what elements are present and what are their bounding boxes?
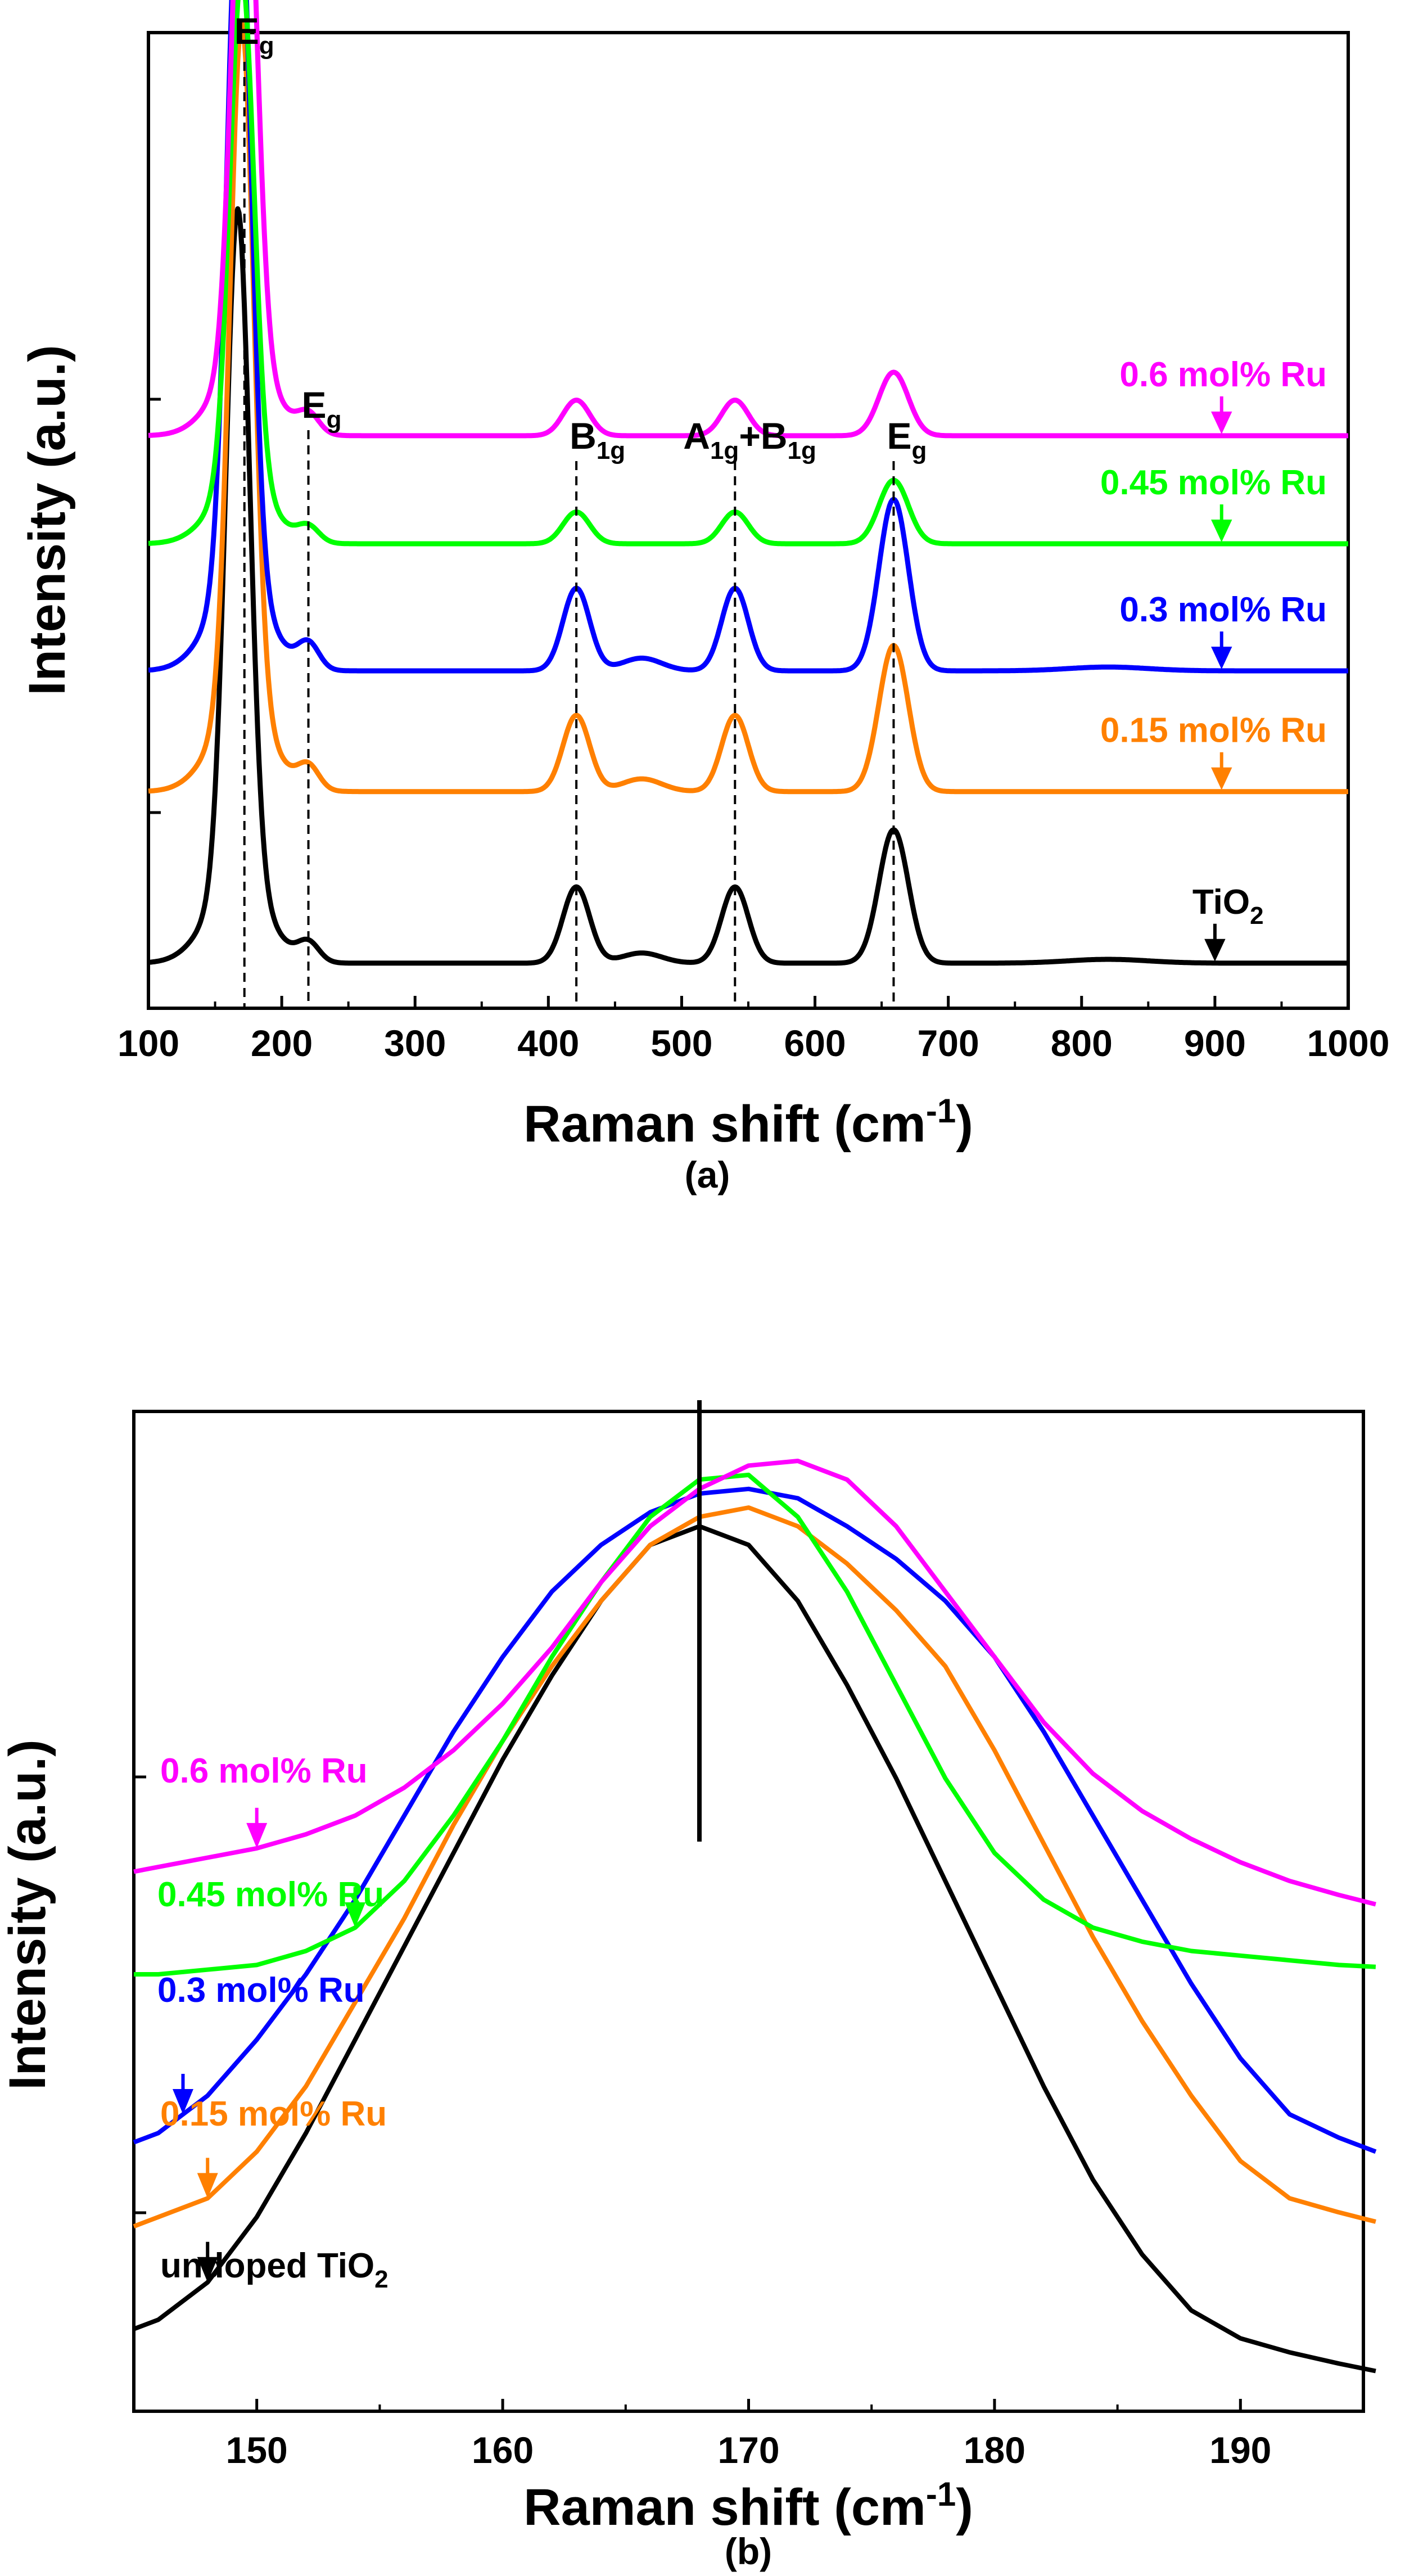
- panel-a-x-tick-label: 600: [784, 1022, 846, 1064]
- panel-a-arrow: [1204, 923, 1226, 962]
- panel-b-label-0-3-mol-ru: 0.3 mol% Ru: [157, 1971, 365, 2010]
- panel-a-label-tio: TiO2: [1192, 883, 1264, 930]
- panel-b-x-tick-label: 160: [472, 2429, 534, 2471]
- panel-a-peak-label: Eg: [887, 415, 927, 464]
- panel-b-arrow: [173, 2074, 193, 2114]
- panel-b-x-tick-label: 190: [1209, 2429, 1271, 2471]
- panel-a-x-ticks: 100 200 300 400 500 600 700 800 900 1000: [118, 398, 1390, 1064]
- panel-b-arrow: [197, 2158, 218, 2199]
- panel-b-label-0-6-mol-ru: 0.6 mol% Ru: [160, 1752, 368, 1790]
- panel-a-curve-tio: [147, 206, 1350, 966]
- panel-b-caption: (b): [725, 2530, 772, 2572]
- panel-a-peak-label: Eg: [234, 10, 274, 60]
- panel-a-series-labels: TiO2 0.15 mol% Ru 0.3 mol% Ru 0.45 mol% Ru 0…: [1100, 355, 1327, 962]
- panel-b-x-label: Raman shift (cm-1): [523, 2475, 973, 2536]
- panel-a-x-tick-label: 400: [517, 1022, 579, 1064]
- panel-a-curves: [147, 0, 1350, 966]
- panel-a-label-0-6-mol-ru: 0.6 mol% Ru: [1119, 355, 1327, 394]
- panel-b-y-label: Intensity (a.u.): [0, 1739, 56, 2090]
- panel-a-peak-label: Eg: [302, 384, 342, 434]
- panel-a-x-tick-label: 700: [918, 1022, 979, 1064]
- panel-a-curve-0-6-mol-ru: [147, 0, 1350, 439]
- panel-b-x-tick-label: 170: [717, 2429, 779, 2471]
- panel-b-x-tick-label: 180: [964, 2429, 1026, 2471]
- panel-b-arrow: [197, 2241, 218, 2282]
- panel-a-curve-0-3-mol-ru: [147, 0, 1350, 674]
- panel-b-series-labels: undoped TiO2 0.15 mol% Ru 0.3 mol% Ru 0.45 …: [157, 1752, 388, 2293]
- panel-a-arrow: [1211, 396, 1232, 434]
- panel-b-x-ticks: 150 160 170 180 190: [133, 1775, 1365, 2471]
- panel-a-y-label: Intensity (a.u.): [19, 345, 76, 696]
- panel-a-x-tick-label: 800: [1051, 1022, 1113, 1064]
- panel-b-curve-0-15-mol-ru: [133, 1505, 1376, 2228]
- panel-a-x-tick-label: 1000: [1307, 1022, 1390, 1064]
- panel-a-arrow: [1211, 631, 1232, 670]
- panel-b-curve-undoped-tio: [133, 1524, 1376, 2374]
- panel-b-arrow: [246, 1807, 268, 1848]
- panel-a-peak-label: A1g+B1g: [683, 415, 816, 464]
- panel-a-x-tick-label: 500: [650, 1022, 712, 1064]
- panel-a-x-tick-label: 300: [384, 1022, 446, 1064]
- panel-a-arrow: [1211, 504, 1232, 543]
- panel-a-x-tick-label: 100: [118, 1022, 179, 1064]
- panel-a-curve-0-45-mol-ru: [147, 0, 1350, 547]
- panel-a-x-tick-label: 900: [1184, 1022, 1246, 1064]
- panel-a-arrow: [1211, 752, 1232, 790]
- panel-a: 100 200 300 400 500 600 700 800 900 1000 Eg Eg B1g A…: [19, 0, 1389, 1195]
- panel-a-caption: (a): [685, 1154, 730, 1195]
- panel-b-label-0-45-mol-ru: 0.45 mol% Ru: [157, 1875, 384, 1914]
- panel-a-curve-0-15-mol-ru: [147, 20, 1350, 795]
- panel-a-x-label: Raman shift (cm-1): [523, 1092, 973, 1153]
- panel-a-peak-lines: Eg Eg B1g A1g+B1g Eg: [234, 10, 927, 1008]
- panel-a-peak-label: B1g: [570, 415, 625, 464]
- panel-a-label-0-3-mol-ru: 0.3 mol% Ru: [1119, 590, 1327, 629]
- panel-b-label-0-15-mol-ru: 0.15 mol% Ru: [160, 2095, 387, 2133]
- panel-b-label-undoped-tio: undoped TiO2: [160, 2246, 388, 2293]
- panel-b-curve-0-6-mol-ru: [133, 1459, 1376, 1907]
- panel-b-curve-0-3-mol-ru: [133, 1486, 1377, 2154]
- panel-b-x-tick-label: 150: [226, 2429, 288, 2471]
- panel-a-label-0-45-mol-ru: 0.45 mol% Ru: [1100, 463, 1327, 502]
- panel-a-label-0-15-mol-ru: 0.15 mol% Ru: [1100, 711, 1327, 750]
- panel-a-x-tick-label: 200: [251, 1022, 313, 1064]
- panel-b-curve-0-45-mol-ru: [134, 1472, 1376, 1977]
- panel-b-arrow: [345, 1887, 366, 1928]
- panel-b-curves: [133, 1400, 1377, 2374]
- panel-b: 150 160 170 180 190 undoped TiO2 0.15 mol% Ru…: [0, 1400, 1377, 2572]
